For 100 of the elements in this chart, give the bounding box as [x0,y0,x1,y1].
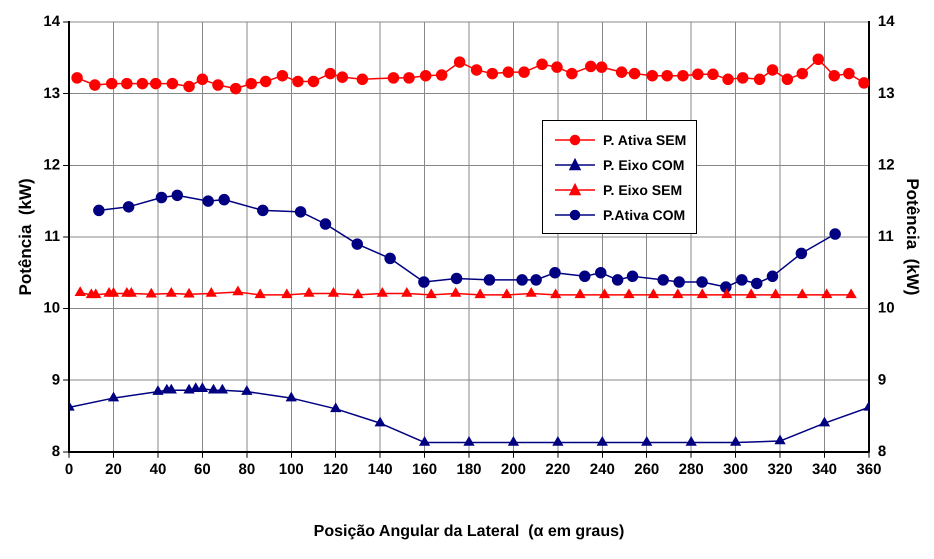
point [677,70,689,82]
x-tick-label: 180 [456,460,482,478]
point [722,74,734,86]
x-tick-label: 140 [368,460,393,478]
point [71,72,83,84]
point [858,77,869,89]
point [146,288,156,298]
point [819,417,830,426]
legend-label: P. Eixo SEM [603,182,682,198]
point [549,266,561,278]
point [672,289,683,298]
y-tick-label: 11 [44,228,60,246]
x-tick-label: 260 [634,460,660,478]
y2-tick-label: 11 [878,228,894,246]
point [754,74,766,86]
point [304,288,314,297]
point [282,289,292,298]
point [843,68,855,80]
point [121,78,133,90]
point [108,288,119,297]
point [697,289,708,298]
point [75,287,86,296]
point [352,289,363,298]
point [336,71,348,83]
point [320,218,332,230]
point [575,289,586,298]
point [294,206,306,218]
point [260,76,272,88]
point [183,80,195,92]
legend-label: P. Ativa SEM [603,132,686,148]
y-tick-label: 9 [52,371,60,388]
point [286,392,296,402]
point [242,386,252,395]
x-tick-label: 320 [768,460,793,478]
point [136,78,148,90]
point [89,79,101,91]
point [502,289,512,298]
point [673,276,685,288]
point [550,289,561,298]
point [122,201,134,213]
point [730,436,741,446]
x-tick-label: 0 [64,460,74,478]
point [356,74,368,86]
y-axis-title: Potência (kW) [16,178,35,296]
x-tick-label: 60 [194,460,211,478]
point [696,276,708,288]
point [642,436,652,446]
y2-axis-title: Potência (kW) [903,178,922,296]
point [108,392,119,402]
x-tick-label: 340 [812,460,837,478]
point [720,281,732,293]
point [657,274,669,286]
point [172,190,184,202]
point [208,384,219,394]
x-tick-label: 20 [105,460,122,478]
point [722,289,732,298]
point [822,289,832,298]
point [518,66,530,78]
point [828,70,840,82]
x-axis-title: Posição Angular da Lateral (α em graus) [314,522,624,540]
point [599,289,610,298]
x-tick-label: 280 [678,460,704,478]
point [646,70,658,82]
x-tick-label: 200 [500,460,526,478]
point [206,288,216,297]
point [766,270,778,282]
point [579,270,591,282]
x-tick-label: 300 [723,460,748,478]
point [257,204,269,216]
point [403,72,415,84]
x-tick-label: 100 [278,460,304,478]
point [470,64,482,76]
point [624,289,634,298]
point [796,248,808,260]
point [829,228,841,240]
point [536,58,548,70]
point [692,68,704,80]
y-tick-label: 10 [43,300,60,317]
point [516,274,528,286]
point [661,70,673,82]
point [595,266,606,278]
point [597,436,608,446]
point [566,68,578,80]
x-tick-label: 120 [323,460,348,478]
point [750,278,762,290]
point [628,68,640,80]
point [232,286,244,296]
point [230,82,242,94]
point [402,288,412,297]
x-tick-label: 220 [545,460,570,478]
point [292,76,304,88]
point [324,68,336,80]
y2-tick-label: 8 [878,442,886,460]
point [377,288,388,297]
point [812,54,824,65]
point [626,270,638,282]
point [552,436,563,446]
point [126,288,136,297]
x-tick-label: 40 [150,460,166,478]
point [184,288,194,298]
